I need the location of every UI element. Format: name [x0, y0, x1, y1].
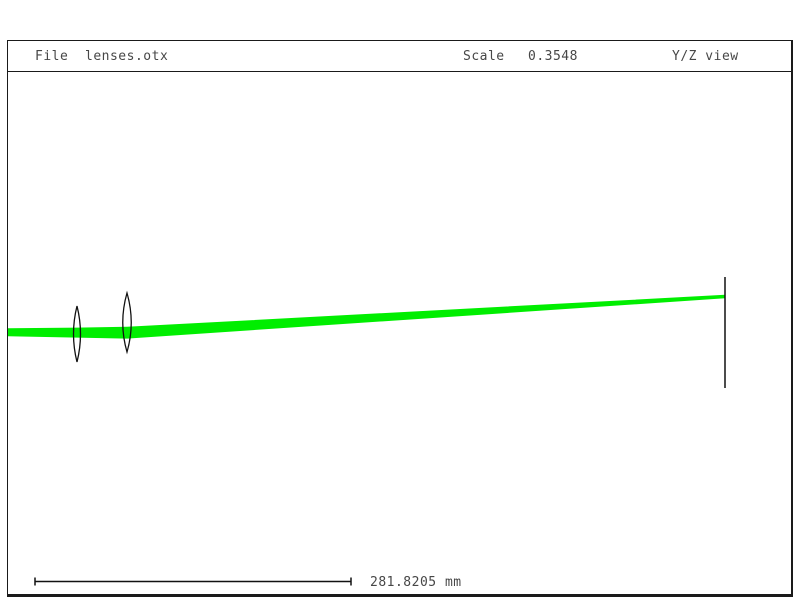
lens-element-1	[72, 305, 82, 363]
lens-element-2	[122, 290, 132, 355]
scale-value: 0.3548	[528, 49, 578, 64]
view-label: Y/Z view	[672, 49, 739, 64]
header-divider	[7, 71, 793, 72]
ray-bundle	[8, 294, 725, 339]
file-label: File	[35, 49, 69, 64]
scale-bar	[34, 577, 352, 586]
scale-label: Scale	[463, 49, 505, 64]
file-name: lenses.otx	[85, 49, 169, 64]
scale-bar-label: 281.8205 mm	[370, 575, 462, 590]
